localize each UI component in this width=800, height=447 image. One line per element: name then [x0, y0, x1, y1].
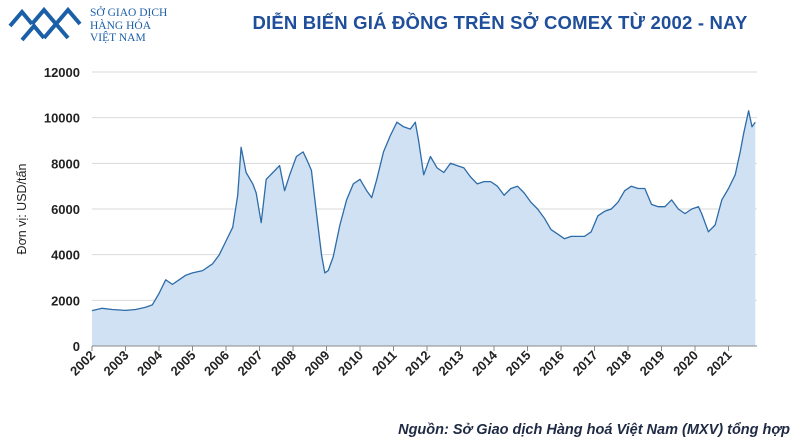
x-tick-label: 2014: [469, 347, 501, 379]
y-axis: 0 2000 4000 6000 8000 10000 12000: [44, 65, 80, 354]
x-tick-label: 2017: [570, 348, 601, 379]
x-tick-label: 2012: [402, 348, 433, 379]
y-tick-label: 2000: [51, 293, 80, 308]
x-tick-label: 2004: [134, 347, 166, 379]
x-tick-label: 2011: [369, 348, 400, 379]
x-tick-label: 2015: [503, 348, 534, 379]
x-tick-label: 2003: [101, 348, 132, 379]
x-tick-label: 2008: [268, 348, 299, 379]
chart-title: DIỄN BIẾN GIÁ ĐỒNG TRÊN SỞ COMEX TỪ 2002…: [252, 12, 748, 33]
x-tick-label: 2018: [603, 348, 634, 379]
x-tick-label: 2020: [670, 348, 701, 379]
logo-line-3: VIỆT NAM: [90, 32, 146, 44]
y-tick-label: 12000: [44, 65, 80, 80]
x-tick-label: 2013: [436, 348, 467, 379]
x-tick-label: 2007: [235, 348, 266, 379]
price-line: [91, 110, 756, 312]
logo-line-1: SỞ GIAO DỊCH: [90, 7, 168, 19]
logo-text: SỞ GIAO DỊCH HÀNG HÓA VIỆT NAM: [90, 7, 167, 45]
x-tick-label: 2016: [536, 348, 567, 379]
y-tick-label: 4000: [51, 248, 80, 263]
price-area-fill: [92, 110, 756, 346]
y-tick-label: 6000: [51, 202, 80, 217]
x-tick-label: 2009: [302, 348, 333, 379]
source-note: Nguồn: Sở Giao dịch Hàng hoá Việt Nam (M…: [398, 422, 790, 438]
x-tick-label: 2005: [168, 348, 199, 379]
y-axis-label: Đơn vị: USD/tấn: [15, 164, 29, 255]
mxv-logo-mark: [8, 6, 82, 42]
x-tick-label: 2002: [67, 348, 98, 379]
x-tick-label: 2010: [335, 348, 366, 379]
logo-line-2: HÀNG HÓA: [90, 19, 152, 32]
x-tick-label: 2006: [201, 348, 232, 379]
logo: SỞ GIAO DỊCH HÀNG HÓA VIỆT NAM: [8, 4, 198, 48]
x-tick-label: 2021: [704, 348, 735, 379]
y-tick-label: 0: [73, 339, 80, 354]
y-tick-label: 10000: [44, 111, 80, 126]
y-tick-label: 8000: [51, 156, 80, 171]
x-axis: 2002 2003 2004 2005 2006 2007 2008 2009 2010 2011…: [67, 345, 757, 379]
x-tick-label: 2019: [637, 348, 668, 379]
